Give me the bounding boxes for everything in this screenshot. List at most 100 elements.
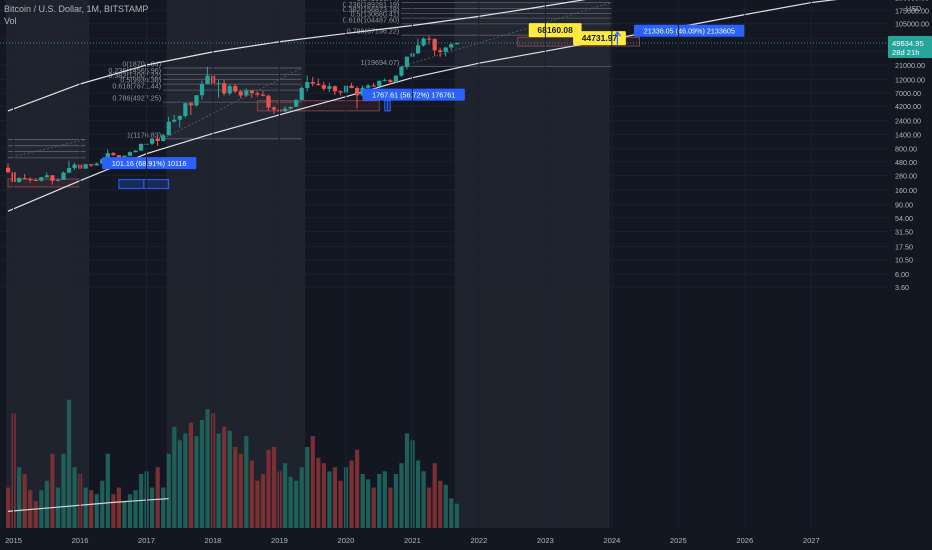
y-tick-label-9: 7000.00: [895, 89, 921, 98]
symbol-title: Bitcoin / U.S. Dollar, 1M, BITSTAMP: [4, 4, 149, 14]
volume-bar: [216, 433, 221, 528]
candle-body: [66, 167, 72, 173]
candle-body: [305, 82, 310, 88]
y-tick-label-4: 105000.00: [895, 20, 929, 29]
volume-bar: [199, 420, 205, 528]
volume-bar: [89, 490, 94, 528]
candle-body: [188, 103, 194, 106]
volume-bar: [161, 487, 166, 528]
candle-body: [199, 84, 205, 96]
x-tick-label-12: 2027: [803, 536, 820, 545]
candle-body: [89, 164, 94, 166]
candle-body: [266, 95, 271, 108]
volume-bar: [288, 476, 293, 528]
volume-bar: [449, 498, 454, 528]
candle-body: [216, 83, 221, 85]
candle-body: [17, 178, 22, 183]
fib-label-0-4: 0.618(7871.44): [112, 82, 161, 91]
volume-bar: [100, 480, 105, 528]
candle-body: [122, 155, 127, 158]
volume-bar: [360, 474, 365, 528]
volume-bar: [50, 453, 55, 528]
volume-bar: [105, 453, 110, 528]
volume-label: Vol: [4, 16, 17, 26]
current-price-tag: [888, 35, 932, 58]
candle-body: [22, 178, 27, 180]
y-tick-label-8: 12000.00: [895, 75, 925, 84]
x-tick-label-10: 2025: [670, 536, 687, 545]
volume-ma-line: [7, 498, 169, 512]
candle-body: [421, 38, 426, 46]
volume-bar: [443, 484, 448, 528]
volume-bar: [266, 449, 271, 528]
annotation-box-2: [634, 24, 745, 37]
candle-body: [39, 177, 44, 181]
candle-body: [338, 91, 343, 93]
volume-bar: [260, 474, 266, 528]
candle-body: [427, 38, 432, 40]
candle-body: [443, 47, 448, 52]
volume-bar: [66, 399, 72, 528]
shaded-range-2: [454, 0, 610, 528]
fib-label-1-3: 0.5(130680.41): [351, 10, 400, 19]
y-tick-label-19: 31.50: [895, 228, 913, 237]
volume-bar: [316, 457, 321, 528]
x-tick-label-1: 2016: [72, 536, 89, 545]
candle-body: [227, 86, 232, 94]
x-tick-label-4: 2019: [271, 536, 288, 545]
y-tick-label-3: 175000.00: [895, 7, 929, 16]
candle-body: [55, 179, 61, 181]
volume-bar: [415, 460, 421, 528]
candle-body: [44, 175, 49, 178]
volume-bar: [388, 487, 393, 528]
volume-bar: [271, 447, 277, 528]
volume-bar: [299, 467, 304, 528]
candle-body: [249, 90, 254, 94]
fib-label-0-6: 1(1176.83): [127, 130, 161, 139]
volume-bar: [127, 494, 133, 528]
x-tick-label-2: 2017: [138, 536, 155, 545]
y-tick-label-22: 6.00: [895, 270, 909, 279]
candle-body: [382, 80, 387, 82]
candle-body: [415, 45, 421, 54]
lower-band-curve: [7, 0, 838, 212]
volume-bar: [122, 501, 127, 528]
annotation-label-3: 68160.08: [537, 25, 573, 35]
y-tick-label-17: 90.00: [895, 201, 913, 210]
volume-bar: [166, 453, 171, 528]
candle-body: [310, 82, 315, 84]
candle-body: [150, 138, 155, 144]
candle-body: [432, 39, 437, 51]
candle-body: [6, 167, 11, 173]
volume-bar: [244, 436, 249, 528]
candle-body: [194, 95, 199, 106]
volume-bar: [17, 467, 22, 528]
volume-bar: [177, 440, 182, 528]
candle-body: [349, 85, 354, 89]
volume-bar: [22, 474, 27, 528]
candle-body: [172, 119, 177, 122]
x-tick-label-9: 2024: [603, 536, 620, 545]
candle-body: [238, 91, 243, 96]
y-tick-label-23: 3.60: [895, 283, 909, 292]
volume-bar: [454, 503, 459, 528]
candle-body: [255, 93, 260, 95]
volume-bar: [155, 467, 160, 528]
volume-bar: [366, 479, 371, 528]
candle-body: [83, 164, 88, 169]
y-tick-label-21: 10.50: [895, 256, 913, 265]
volume-bar: [255, 480, 260, 528]
volume-bar: [332, 467, 338, 528]
current-price-countdown: 28d 21h: [892, 48, 919, 57]
candle-body: [138, 143, 144, 151]
fib-label-0-2: 0.382(12007.22): [108, 71, 161, 80]
candle-body: [72, 164, 77, 168]
volume-bar: [438, 480, 443, 528]
volume-bar: [205, 409, 210, 528]
volume-bar: [233, 447, 238, 528]
candle-body: [332, 86, 338, 92]
fib-label-1-2: 0.382(156873.18): [343, 5, 400, 14]
candle-body: [454, 42, 459, 45]
y-tick-label-11: 2400.00: [895, 117, 921, 126]
